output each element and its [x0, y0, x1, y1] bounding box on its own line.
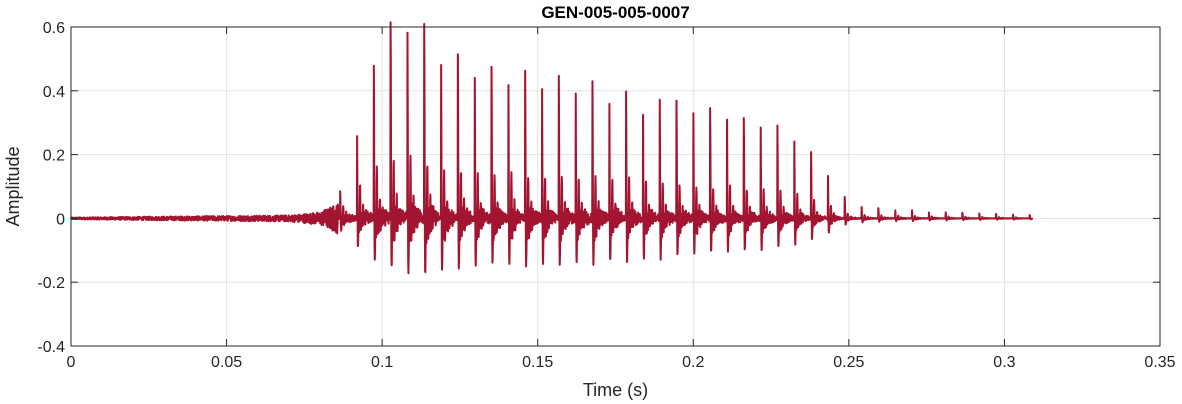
- x-tick-label: 0.3: [993, 354, 1015, 371]
- y-tick-label: 0.2: [43, 148, 65, 165]
- plot-area: [70, 21, 1034, 275]
- x-tick-label: 0.25: [833, 354, 864, 371]
- x-tick-label: 0.35: [1144, 354, 1175, 371]
- x-tick-label: 0.05: [211, 354, 242, 371]
- x-tick-label: 0: [67, 354, 76, 371]
- x-axis-label: Time (s): [583, 380, 648, 400]
- y-tick-label: 0.4: [43, 84, 65, 101]
- y-tick-label: -0.4: [37, 339, 65, 356]
- y-tick-label: 0: [56, 211, 65, 228]
- y-tick-label: 0.6: [43, 20, 65, 37]
- grid-lines: [70, 26, 1161, 347]
- x-axis-ticks: 0 0.05 0.1 0.15 0.2 0.25 0.3 0.35: [67, 27, 1176, 371]
- x-tick-label: 0.2: [682, 354, 704, 371]
- y-axis-ticks: -0.4 -0.2 0 0.2 0.4 0.6: [37, 20, 1160, 356]
- axes-box: [70, 26, 1161, 347]
- y-tick-label: -0.2: [37, 275, 65, 292]
- chart-title: GEN-005-005-0007: [541, 3, 689, 22]
- y-axis-label: Amplitude: [3, 146, 23, 226]
- x-tick-label: 0.1: [371, 354, 393, 371]
- waveform-line: [70, 21, 1034, 275]
- x-tick-label: 0.15: [522, 354, 553, 371]
